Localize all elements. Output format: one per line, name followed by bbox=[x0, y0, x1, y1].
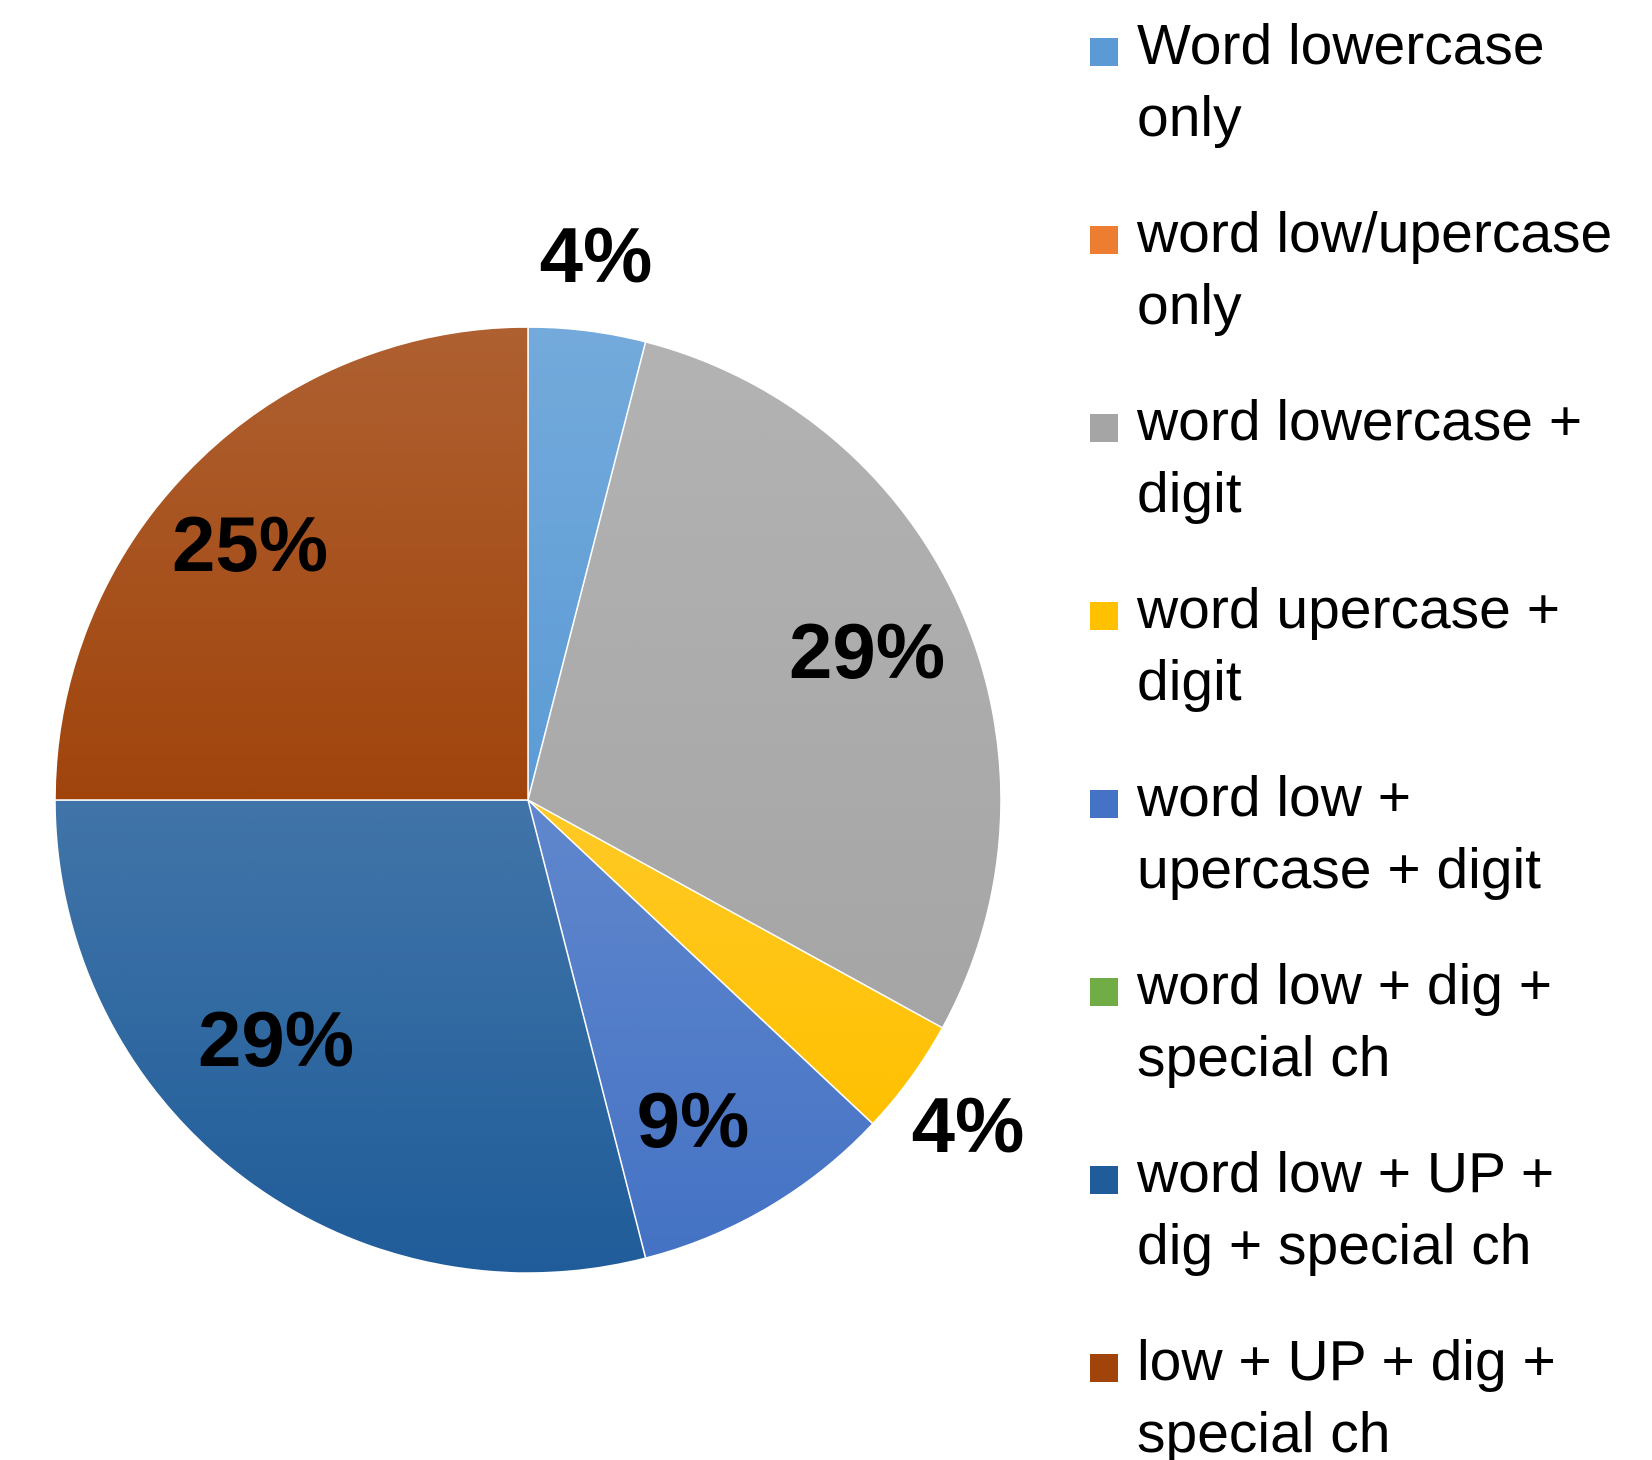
legend-label: digit bbox=[1137, 461, 1242, 525]
legend-label: Word lowercase bbox=[1137, 13, 1545, 77]
legend-swatch bbox=[1090, 790, 1118, 818]
pie-slice bbox=[526, 797, 874, 1260]
pie-slices bbox=[54, 326, 1002, 1274]
legend-swatch bbox=[1090, 602, 1118, 630]
legend: Word lowercase only word low/upercase only w… bbox=[1090, 13, 1612, 1460]
legend-label: word upercase + bbox=[1136, 577, 1560, 641]
data-label: 25% bbox=[172, 500, 328, 588]
pie-slice bbox=[54, 326, 529, 801]
legend-swatch bbox=[1090, 978, 1118, 1006]
legend-label: word lowercase + bbox=[1136, 389, 1582, 453]
legend-label: upercase + digit bbox=[1137, 837, 1541, 901]
data-label: 9% bbox=[637, 1076, 750, 1164]
data-labels: 4% 29% 4% 9% 29% 25% bbox=[172, 211, 1024, 1169]
data-label: 4% bbox=[912, 1081, 1025, 1169]
legend-label: special ch bbox=[1137, 1025, 1390, 1089]
legend-swatch bbox=[1090, 38, 1118, 66]
legend-label: special ch bbox=[1137, 1401, 1390, 1460]
legend-swatch bbox=[1090, 414, 1118, 442]
data-label: 29% bbox=[789, 607, 945, 695]
data-label: 4% bbox=[540, 211, 653, 299]
pie-slice bbox=[527, 340, 1002, 1029]
legend-label: dig + special ch bbox=[1137, 1213, 1532, 1277]
legend-label: low + UP + dig + bbox=[1137, 1329, 1556, 1393]
legend-swatch bbox=[1090, 1354, 1118, 1382]
legend-label: only bbox=[1137, 273, 1242, 337]
legend-label: word low + dig + bbox=[1136, 953, 1552, 1017]
data-label: 29% bbox=[198, 995, 354, 1083]
pie-slice bbox=[54, 799, 647, 1274]
legend-swatch bbox=[1090, 226, 1118, 254]
legend-label: digit bbox=[1137, 649, 1242, 713]
legend-swatch bbox=[1090, 1166, 1118, 1194]
legend-label: word low + bbox=[1136, 765, 1411, 829]
legend-label: word low + UP + bbox=[1136, 1141, 1554, 1205]
legend-label: only bbox=[1137, 85, 1242, 149]
legend-label: word low/upercase bbox=[1136, 201, 1612, 265]
